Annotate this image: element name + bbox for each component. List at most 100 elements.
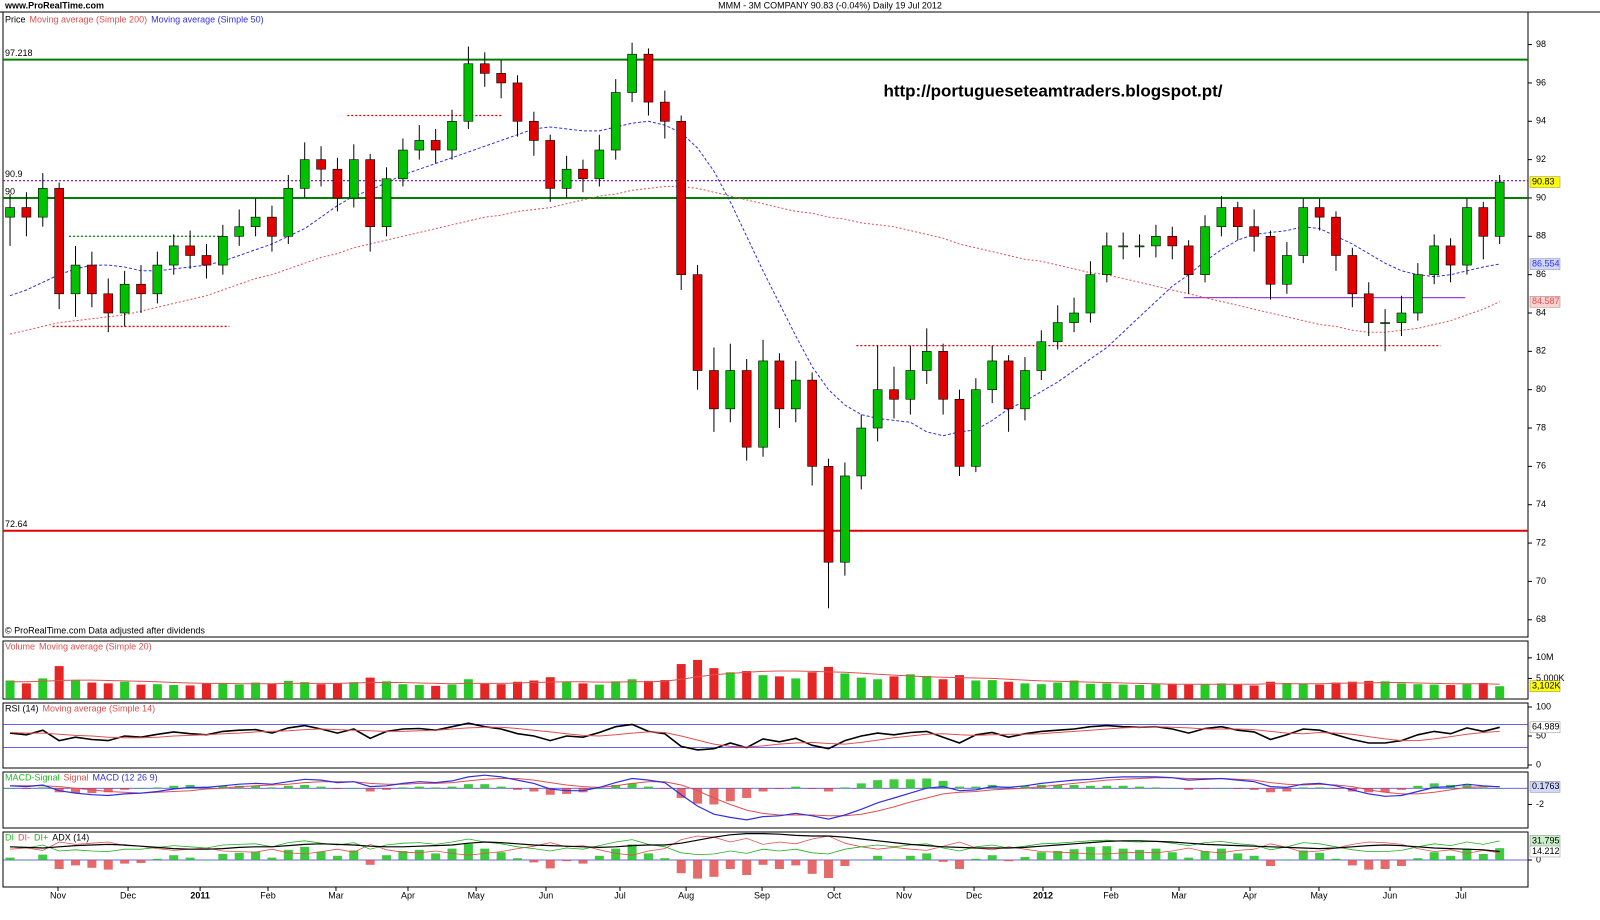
- histogram-bar: [676, 788, 686, 798]
- histogram-bar: [480, 848, 490, 861]
- candle-body: [1118, 245, 1128, 248]
- candle-body: [381, 178, 392, 228]
- x-tick-label: Nov: [896, 890, 913, 900]
- last-value-box: [1529, 781, 1561, 793]
- candle-body: [1494, 181, 1505, 237]
- candle-body: [840, 475, 850, 563]
- histogram-bar: [1200, 684, 1210, 699]
- histogram-bar: [693, 788, 703, 804]
- histogram-bar: [332, 788, 342, 790]
- histogram-bar: [1118, 848, 1128, 861]
- histogram-bar: [1102, 683, 1112, 699]
- histogram-bar: [1462, 848, 1472, 861]
- candle-body: [1232, 207, 1243, 228]
- candle-body: [185, 245, 195, 256]
- last-value-label: 0.1763: [1532, 781, 1560, 791]
- histogram-bar: [1004, 860, 1014, 862]
- y-tick-label: 70: [1536, 576, 1546, 586]
- histogram-bar: [1429, 783, 1439, 789]
- histogram-bar: [38, 787, 48, 789]
- histogram-bar: [316, 684, 326, 699]
- histogram-bar: [1495, 788, 1505, 789]
- histogram-bar: [954, 860, 964, 870]
- candle-body: [807, 379, 817, 467]
- x-tick-label: Oct: [827, 890, 842, 900]
- histogram-bar: [316, 786, 326, 789]
- legend-entry: Moving average (Simple 14): [43, 703, 156, 713]
- x-tick-label: Jul: [614, 890, 626, 900]
- histogram-bar: [873, 679, 883, 699]
- histogram-bar: [1413, 684, 1423, 699]
- candle-body: [1282, 255, 1292, 285]
- candle-body: [447, 120, 457, 151]
- x-tick-label: 2012: [1033, 890, 1053, 900]
- indicator-line: [9, 833, 1500, 853]
- candle-body: [332, 168, 343, 199]
- histogram-bar: [1069, 849, 1079, 861]
- y-tick-label: 78: [1536, 422, 1546, 432]
- candle-body: [234, 226, 245, 237]
- candle-body: [37, 188, 48, 218]
- histogram-bar: [889, 859, 899, 861]
- histogram-bar: [856, 860, 866, 861]
- indicator-line: [9, 722, 1500, 751]
- candle-body: [578, 168, 588, 180]
- candle-body: [741, 370, 752, 448]
- histogram-bar: [1167, 683, 1177, 699]
- histogram-bar: [398, 684, 408, 699]
- histogram-bar: [1478, 787, 1488, 789]
- candle-body: [545, 140, 556, 189]
- candle-body: [1380, 322, 1390, 324]
- histogram-bar: [889, 779, 899, 789]
- candle-body: [1363, 293, 1374, 323]
- histogram-bar: [447, 848, 457, 861]
- histogram-bar: [971, 786, 981, 789]
- histogram-bar: [152, 787, 162, 789]
- x-tick-label: Jun: [539, 890, 554, 900]
- candle-body: [87, 264, 97, 295]
- histogram-bar: [414, 786, 424, 789]
- histogram-bar: [1364, 680, 1374, 699]
- legend-entry: Price: [5, 14, 26, 24]
- last-value-box: [1529, 258, 1561, 270]
- x-tick-label: Feb: [260, 890, 276, 900]
- histogram-bar: [54, 860, 64, 870]
- histogram-bar: [1085, 785, 1095, 789]
- histogram-bar: [103, 683, 113, 699]
- candle-body: [1249, 226, 1259, 237]
- histogram-bar: [725, 860, 735, 870]
- histogram-bar: [1102, 785, 1112, 789]
- candle-body: [201, 255, 212, 266]
- histogram-bar: [578, 683, 588, 699]
- histogram-bar: [431, 853, 441, 861]
- candle-body: [1052, 322, 1063, 343]
- level-label: 97.218: [5, 48, 33, 58]
- y-tick-label: 86: [1536, 269, 1546, 279]
- candle-body: [316, 159, 326, 170]
- histogram-bar: [1364, 860, 1374, 870]
- x-tick-label: Apr: [1243, 890, 1257, 900]
- x-tick-label: Aug: [678, 890, 694, 900]
- histogram-bar: [1429, 684, 1439, 699]
- histogram-bar: [480, 784, 490, 789]
- legend-entry: Moving average (Simple 200): [30, 14, 148, 24]
- histogram-bar: [1135, 786, 1145, 789]
- candle-body: [971, 389, 981, 467]
- candle-body: [1216, 207, 1227, 228]
- histogram-bar: [398, 787, 408, 789]
- histogram-bar: [758, 675, 768, 699]
- histogram-bar: [1396, 788, 1406, 790]
- candle-body: [1085, 274, 1096, 314]
- histogram-bar: [1298, 787, 1308, 789]
- histogram-bar: [922, 853, 932, 861]
- histogram-bar: [21, 860, 31, 861]
- histogram-bar: [742, 788, 752, 798]
- histogram-bar: [791, 860, 801, 866]
- histogram-bar: [1216, 788, 1226, 789]
- x-tick-label: May: [1310, 890, 1328, 900]
- histogram-bar: [1396, 683, 1406, 699]
- histogram-bar: [594, 788, 604, 789]
- histogram-bar: [169, 785, 179, 789]
- histogram-bar: [660, 858, 670, 861]
- histogram-bar: [693, 860, 703, 879]
